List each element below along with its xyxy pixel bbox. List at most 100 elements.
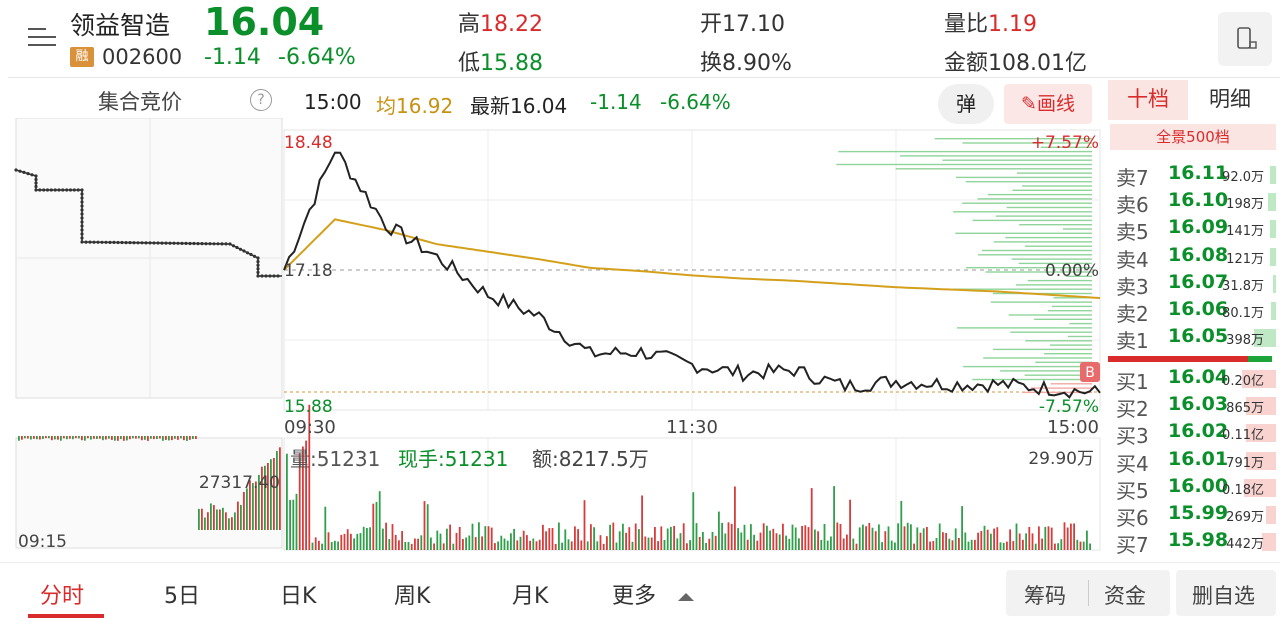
buy-marker[interactable] (1080, 362, 1100, 382)
tab-ten-levels[interactable]: 十档 (1108, 80, 1188, 120)
tab-month-k[interactable]: 月K (512, 584, 549, 609)
level-price: 16.08 (1168, 243, 1229, 266)
sell-level-row[interactable]: 卖3 16.07 31.8万 (1110, 271, 1276, 299)
volume-bar (778, 534, 781, 550)
depth-bar (965, 181, 1092, 183)
auction-volume-bar (141, 436, 143, 441)
auction-volume-bar (180, 436, 182, 439)
time-end-label: 15:00 (1047, 417, 1099, 438)
stock-code: 002600 (102, 45, 183, 69)
level-label: 买1 (1116, 370, 1149, 394)
volume-bar (1066, 527, 1069, 550)
buy-level-row[interactable]: 买6 15.99 269万 (1110, 502, 1276, 530)
info-latest-label: 最新 (470, 94, 510, 118)
level-volume: 442万 (1226, 537, 1264, 553)
sell-level-row[interactable]: 卖1 16.05 398万 (1110, 325, 1276, 353)
volume-bar (346, 529, 349, 550)
tab-intraday[interactable]: 分时 (40, 584, 85, 609)
tab-day-k[interactable]: 日K (280, 584, 317, 609)
volume-bar (622, 523, 624, 550)
tab-week-k[interactable]: 周K (394, 584, 431, 609)
tab-5day[interactable]: 5日 (164, 584, 200, 609)
tab-more[interactable]: 更多 (612, 578, 695, 610)
volume-bar (292, 499, 295, 550)
volume-bar (583, 500, 586, 550)
volume-bar (676, 538, 679, 550)
depth-bar (1025, 340, 1092, 342)
auction-point (84, 240, 88, 244)
sell-level-row[interactable]: 卖5 16.09 141万 (1110, 216, 1276, 244)
info-avg-label: 均 (376, 94, 396, 118)
auction-point (124, 241, 128, 245)
volume-bar (372, 503, 375, 550)
remove-watchlist-button[interactable]: 删自选 (1176, 570, 1276, 616)
buy-level-row[interactable]: 买4 16.01 791万 (1110, 448, 1276, 476)
volume-bar (593, 527, 595, 550)
buy-level-row[interactable]: 买3 16.02 0.11亿 (1110, 420, 1276, 448)
menu-icon[interactable] (28, 26, 56, 50)
volume-bar (782, 523, 784, 550)
depth-bar (956, 327, 1092, 329)
info-latest-value: 16.04 (510, 94, 568, 118)
volume-bar (810, 488, 813, 550)
buy-level-row[interactable]: 买5 16.00 0.18亿 (1110, 475, 1276, 503)
volume-bar (634, 523, 637, 550)
buy-level-row[interactable]: 买7 15.98 442万 (1110, 529, 1276, 557)
volume-bar (423, 501, 426, 550)
auction-point (212, 242, 216, 246)
buy-level-row[interactable]: 买1 16.04 0.20亿 (1110, 366, 1276, 394)
intraday-chart[interactable]: 18.48 17.18 15.88 +7.57% 0.00% -7.57% 09… (0, 118, 1108, 558)
volume-bar (836, 522, 839, 550)
help-icon[interactable]: ? (250, 89, 272, 111)
auction-point (200, 242, 204, 246)
volume-bar (295, 493, 298, 550)
auction-point (168, 241, 172, 245)
auction-volume-bar (228, 518, 230, 530)
auction-point (252, 254, 257, 258)
popup-toggle-button[interactable]: 弹 (938, 84, 994, 124)
panorama-500-button[interactable]: 全景500档 (1110, 124, 1276, 150)
volume-bar (916, 527, 919, 550)
volume-bar (1012, 541, 1015, 550)
volume-bar (298, 453, 301, 550)
auction-point (80, 196, 84, 200)
depth-bar (1062, 228, 1092, 230)
volume-bar (340, 534, 343, 550)
volume-bar (1271, 302, 1276, 320)
auction-volume-bar (225, 512, 227, 530)
volume-bars (286, 404, 1091, 550)
volume-bar (1076, 539, 1079, 550)
auction-point (208, 242, 212, 246)
volume-bar (983, 525, 986, 550)
depth-bar (1019, 224, 1092, 226)
auction-point (14, 168, 18, 172)
depth-bar (981, 249, 1092, 252)
auction-point (112, 240, 116, 244)
fund-button[interactable]: 资金 (1104, 584, 1146, 608)
auction-point (80, 220, 84, 224)
turnover-label: 换 (700, 51, 723, 76)
volume-bar (458, 527, 461, 550)
auction-volume-bar (57, 436, 59, 440)
volume-bar (554, 543, 557, 550)
turnover-stat: 换8.90% (700, 45, 792, 77)
volume-bar (1254, 329, 1276, 348)
buy-level-row[interactable]: 买2 16.03 865万 (1110, 393, 1276, 421)
draw-line-button[interactable]: ✎画线 (1004, 84, 1092, 124)
auction-point (256, 270, 260, 274)
auction-volume-bar (231, 517, 233, 530)
level-volume: 865万 (1226, 401, 1264, 417)
auction-point (34, 174, 38, 178)
auction-volume-bar (279, 447, 281, 530)
auction-point (192, 241, 196, 246)
chip-button[interactable]: 筹码 (1024, 584, 1066, 608)
sell-level-row[interactable]: 卖2 16.06 80.1万 (1110, 298, 1276, 326)
auction-point (156, 241, 160, 245)
sell-level-row[interactable]: 卖7 16.11 92.0万 (1110, 162, 1276, 190)
sell-level-row[interactable]: 卖6 16.10 198万 (1110, 189, 1276, 217)
sell-level-row[interactable]: 卖4 16.08 121万 (1110, 243, 1276, 272)
auction-point (80, 228, 84, 232)
tab-detail[interactable]: 明细 (1209, 87, 1251, 111)
pencil-icon: ✎ (1021, 93, 1037, 115)
landscape-toggle-button[interactable] (1218, 12, 1272, 66)
